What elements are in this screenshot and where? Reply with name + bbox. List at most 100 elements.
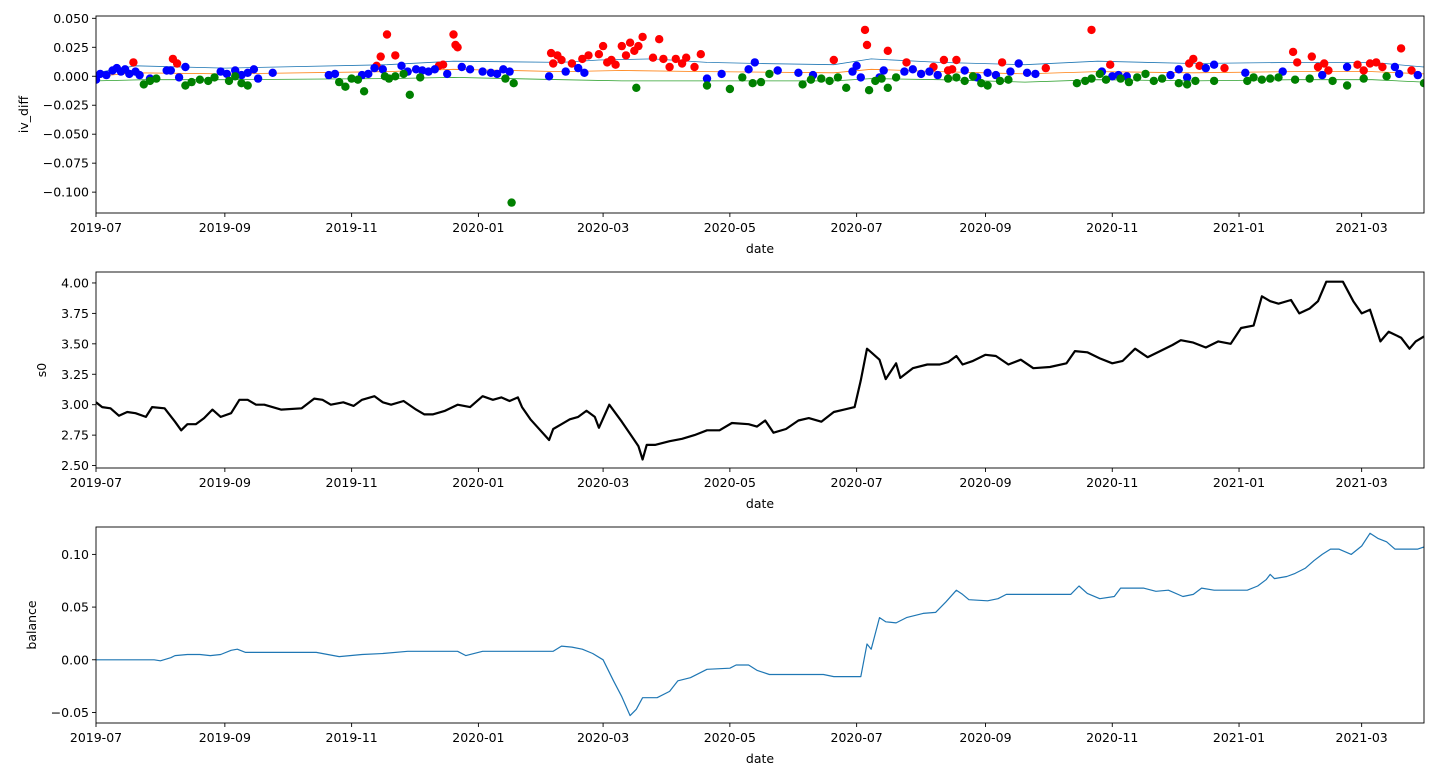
x-tick-label: 2021-03 [1336, 220, 1388, 235]
green-point [1209, 76, 1219, 86]
red-point [997, 58, 1007, 67]
plot-area [96, 532, 1424, 717]
green-point [1149, 76, 1159, 86]
x-tick-label: 2020-03 [577, 475, 629, 490]
red-point [1288, 47, 1298, 57]
green-point [883, 83, 892, 93]
green-point [335, 77, 344, 87]
y-tick-label: −0.075 [43, 156, 89, 171]
green-point [509, 79, 518, 88]
x-tick-label: 2019-09 [199, 220, 251, 235]
red-point [1407, 66, 1416, 75]
blue-point [773, 66, 782, 75]
blue-point [1318, 70, 1327, 80]
x-tick-label: 2019-11 [326, 475, 378, 490]
blue-point [424, 67, 433, 76]
red-point [1087, 25, 1096, 35]
green-point [1133, 73, 1142, 82]
blue-point [231, 66, 240, 75]
red-point [862, 40, 872, 50]
x-tick-label: 2019-07 [70, 730, 122, 745]
blue-point [1278, 67, 1287, 76]
blue-point [181, 62, 190, 72]
green-point [399, 69, 408, 79]
red-point [682, 53, 691, 62]
red-point [671, 54, 680, 64]
green-point [243, 81, 252, 90]
y-tick-label: 2.50 [61, 458, 89, 473]
green-point [765, 69, 774, 79]
red-point [829, 55, 838, 65]
green-point [952, 73, 961, 82]
y-tick-label: 0.05 [61, 600, 89, 615]
red-point [625, 38, 635, 47]
x-tick-label: 2020-01 [452, 730, 504, 745]
x-tick-label: 2020-01 [452, 220, 504, 235]
y-tick-label: 0.10 [61, 547, 89, 562]
blue-point [465, 65, 475, 74]
red-point [1372, 58, 1381, 67]
green-point [968, 72, 978, 81]
x-tick-label: 2020-01 [452, 475, 504, 490]
y-axis-label: balance [24, 600, 39, 650]
axes-frame [95, 271, 1425, 469]
red-point [376, 52, 385, 61]
green-point [864, 86, 874, 95]
x-tick-label: 2019-09 [199, 475, 251, 490]
blue-point [879, 66, 888, 75]
x-tick-label: 2020-11 [1086, 220, 1138, 235]
green-point [341, 82, 350, 91]
band-line-lower-line [96, 76, 1424, 83]
blue-point [544, 72, 554, 81]
x-tick-label: 2020-03 [577, 220, 629, 235]
green-point [384, 74, 394, 83]
red-point [546, 48, 556, 58]
red-point [696, 50, 705, 59]
blue-point [916, 69, 926, 79]
blue-point [580, 68, 589, 78]
x-tick-label: 2021-01 [1213, 220, 1265, 235]
blue-point [1006, 67, 1015, 76]
green-point [1243, 76, 1252, 86]
red-point [1378, 62, 1387, 72]
green-point [1116, 74, 1125, 83]
blue-point [1390, 62, 1400, 72]
green-point [1266, 74, 1275, 83]
blue-point [1174, 65, 1184, 74]
red-point [860, 25, 870, 35]
blue-point [505, 67, 514, 76]
green-point [877, 74, 886, 83]
green-point [1382, 72, 1391, 81]
red-point [1320, 59, 1329, 68]
blue-point [174, 73, 184, 82]
x-tick-label: 2020-09 [959, 220, 1011, 235]
green-point [347, 74, 356, 83]
blue-point [717, 69, 726, 79]
axes-frame [95, 526, 1425, 724]
green-point [748, 79, 757, 88]
blue-point [397, 61, 406, 70]
blue-point [1394, 69, 1404, 79]
blue-point [443, 69, 452, 79]
green-point [1257, 75, 1267, 84]
blue-point [933, 70, 942, 80]
green-point [1174, 79, 1184, 88]
y-tick-label: 4.00 [61, 275, 89, 290]
red-point [549, 59, 558, 68]
green-point [204, 76, 213, 86]
red-point [1106, 60, 1115, 69]
green-point [1087, 74, 1096, 83]
x-tick-label: 2019-11 [326, 730, 378, 745]
red-point [648, 53, 658, 62]
y-tick-label: 3.50 [61, 336, 89, 351]
blue-point [243, 68, 252, 78]
red-point [1359, 66, 1368, 75]
green-point [231, 72, 240, 81]
x-tick-label: 2019-07 [70, 475, 122, 490]
blue-point [1209, 60, 1219, 69]
blue-point [222, 69, 232, 79]
red-point [438, 60, 448, 69]
s0-line [96, 280, 1424, 461]
green-point [139, 80, 148, 89]
